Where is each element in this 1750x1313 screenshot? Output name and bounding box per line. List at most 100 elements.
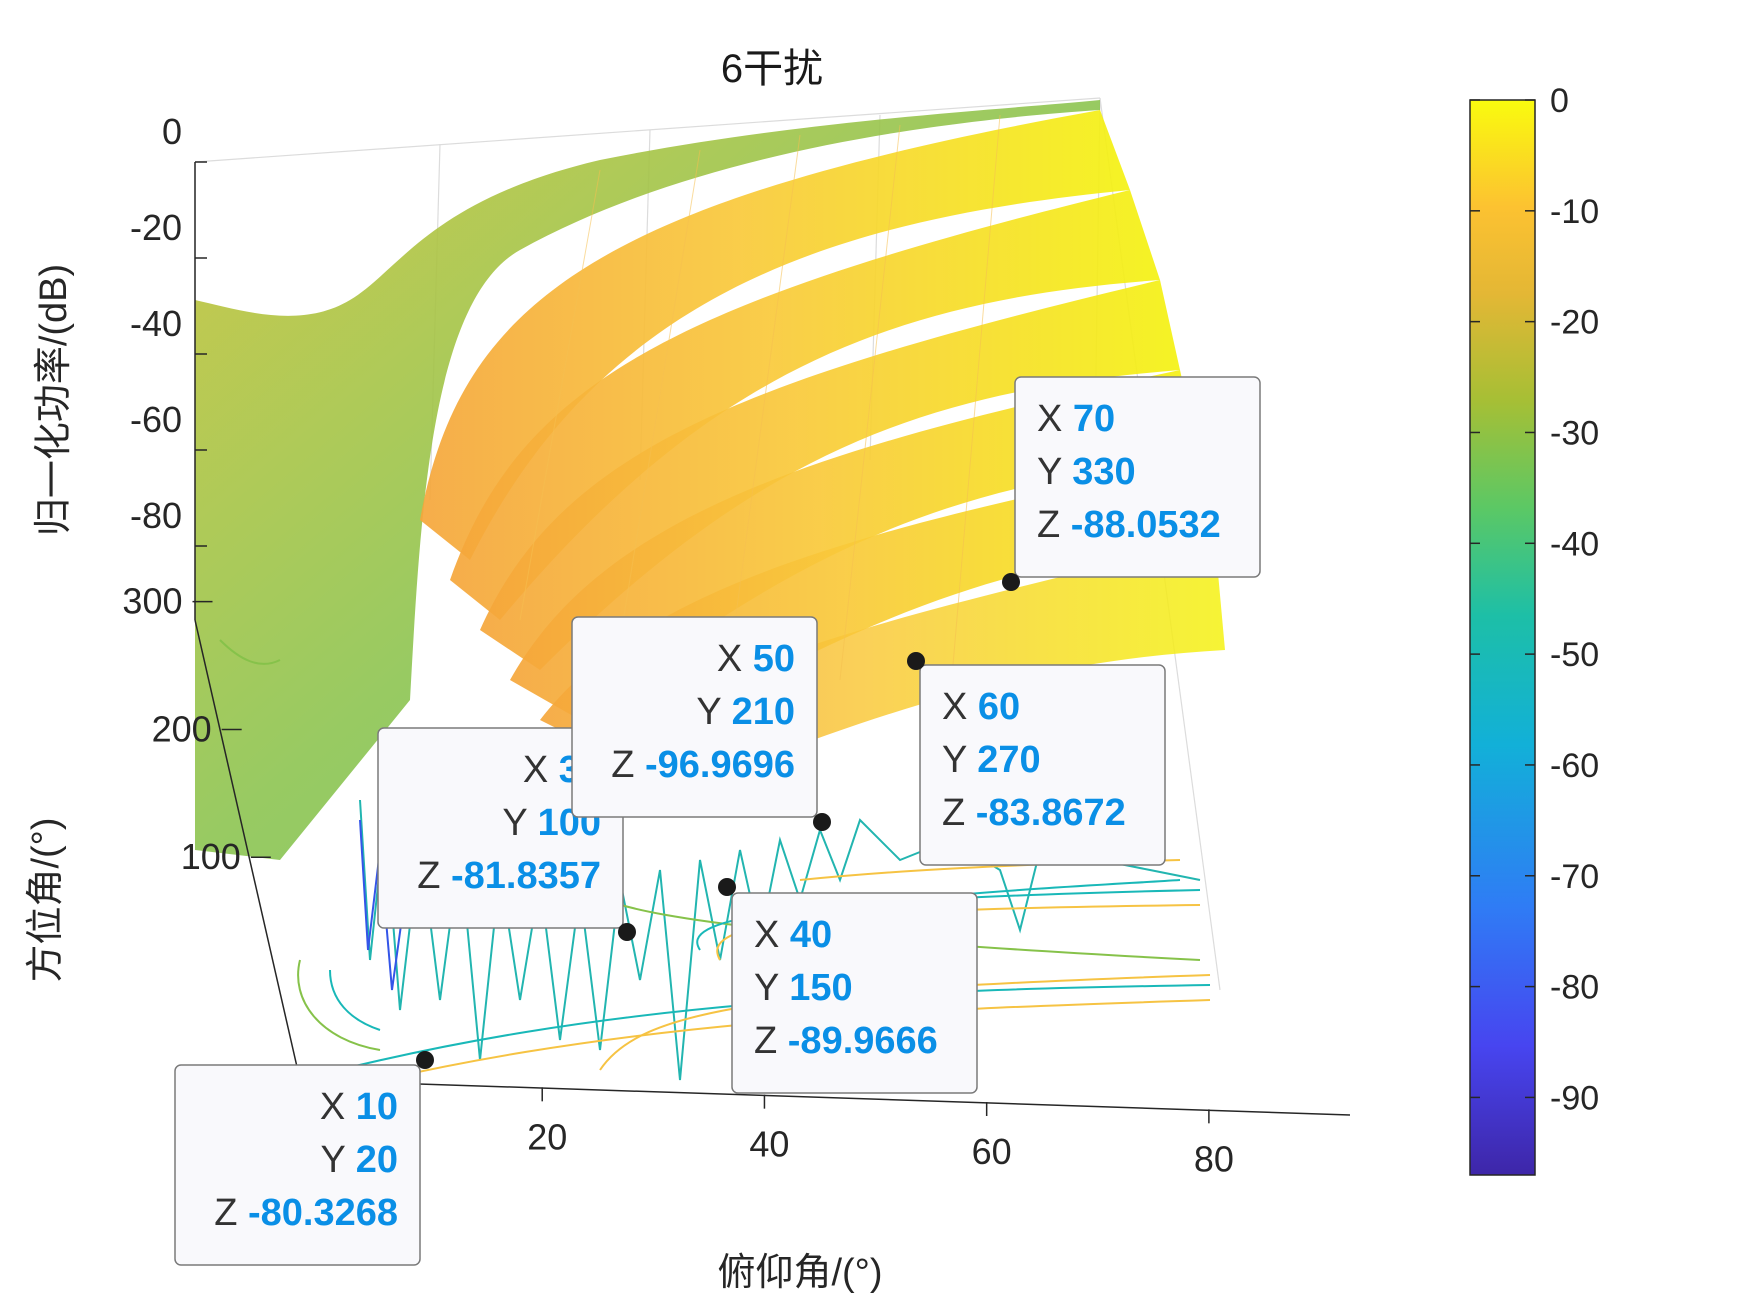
datatip-value: 150 xyxy=(789,967,852,1009)
x-axis-line xyxy=(299,1079,1351,1116)
left-wall xyxy=(195,100,1100,860)
datatip-value: 210 xyxy=(732,691,795,733)
datatip-box xyxy=(731,892,978,1094)
x-tick-label: 20 xyxy=(527,1116,567,1157)
y-axis-ticks: 100 200 300 xyxy=(122,581,271,877)
colorbar-tick-label: -40 xyxy=(1550,525,1599,563)
datatip-row: Y 100 xyxy=(502,802,601,844)
datatip-marker[interactable] xyxy=(718,878,736,896)
z-axis-label: 归一化功率/(dB) xyxy=(33,264,75,536)
datatip-value: 50 xyxy=(753,638,795,680)
datatip-key: Z xyxy=(417,855,451,897)
z-tick-label: -20 xyxy=(130,207,182,248)
colorbar-tick-label: -60 xyxy=(1550,747,1599,785)
datatip-key: X xyxy=(717,638,753,680)
contour-line xyxy=(297,959,381,1051)
colorbar-ticks: 0 -10 -20 -30 -40 -50 -60 -70 -80 -90 xyxy=(1470,82,1599,1117)
datatip-marker[interactable] xyxy=(618,923,636,941)
datatip-row: Z -81.8357 xyxy=(417,855,601,897)
colorbar-tick-label: -10 xyxy=(1550,193,1599,231)
datatip-value: -81.8357 xyxy=(451,855,601,897)
datatip-key: Y xyxy=(1037,451,1072,493)
datatip-value: 70 xyxy=(1073,398,1115,440)
datatip-row: X 10 xyxy=(320,1086,398,1128)
datatip[interactable]: X 10Y 20Z -80.3268 xyxy=(174,1051,434,1266)
datatip-marker[interactable] xyxy=(907,652,925,670)
colorbar-gradient xyxy=(1469,99,1536,1176)
datatip-key: X xyxy=(1037,398,1073,440)
datatip-row: Y 270 xyxy=(942,739,1041,781)
datatip-value: -88.0532 xyxy=(1071,504,1221,546)
z-tick-label: -60 xyxy=(130,399,182,440)
datatip-row: Z -96.9696 xyxy=(611,744,795,786)
datatip[interactable]: X 70 Y 330 Z -88.0532 xyxy=(1002,376,1261,591)
datatip-key: Y xyxy=(754,967,789,1009)
colorbar-tick-label: -90 xyxy=(1550,1079,1599,1117)
datatip-box xyxy=(174,1064,421,1266)
datatip-row: Z -89.9666 xyxy=(754,1020,938,1062)
colorbar-tick-label: 0 xyxy=(1550,82,1569,120)
datatip-key: Y xyxy=(502,802,537,844)
datatip-key: Y xyxy=(942,739,977,781)
datatip[interactable]: X 50 Y 210 Z -96.9696 xyxy=(571,616,831,831)
datatip-value: -83.8672 xyxy=(976,792,1126,834)
datatip-value: -80.3268 xyxy=(248,1192,398,1234)
x-axis-label: 俯仰角/(°) xyxy=(717,1252,882,1294)
datatip-value: 20 xyxy=(356,1139,398,1181)
contour-line xyxy=(329,969,381,1031)
datatip-box xyxy=(1014,376,1261,578)
datatip-key: Z xyxy=(754,1020,788,1062)
datatip-row: Z -88.0532 xyxy=(1037,504,1221,546)
colorbar-tick-label: -30 xyxy=(1550,414,1599,452)
z-tick-label: -40 xyxy=(130,303,182,344)
datatip-key: Z xyxy=(611,744,645,786)
y-tick-label: 300 xyxy=(122,581,182,622)
datatip-box xyxy=(919,664,1166,866)
y-axis-label: 方位角/(°) xyxy=(25,817,67,982)
z-tick-label: -80 xyxy=(130,495,182,536)
x-tick-label: 60 xyxy=(972,1131,1012,1172)
datatip-marker[interactable] xyxy=(416,1051,434,1069)
x-tick-label: 40 xyxy=(749,1124,789,1165)
surface-mesh xyxy=(195,100,1225,1081)
x-tick-label: 80 xyxy=(1194,1138,1234,1179)
colorbar: 0 -10 -20 -30 -40 -50 -60 -70 -80 -90 xyxy=(1469,82,1599,1176)
datatip-key: X xyxy=(754,914,790,956)
datatip-key: Z xyxy=(1037,504,1071,546)
datatip-row: X 50 xyxy=(717,638,795,680)
datatip-key: Z xyxy=(942,792,976,834)
datatip-row: Y 150 xyxy=(754,967,853,1009)
datatip-key: X xyxy=(320,1086,356,1128)
datatip-value: -89.9666 xyxy=(788,1020,938,1062)
ridge-3 xyxy=(480,280,1180,670)
datatip-row: X 60 xyxy=(942,686,1020,728)
datatip-value: 40 xyxy=(790,914,832,956)
datatip-row: Y 330 xyxy=(1037,451,1136,493)
datatip-key: Z xyxy=(214,1192,248,1234)
mesh-lines xyxy=(519,114,1001,701)
colorbar-tick-label: -70 xyxy=(1550,858,1599,896)
contour-line xyxy=(219,639,281,665)
ridge-2 xyxy=(450,190,1160,620)
datatip-key: X xyxy=(942,686,978,728)
chart-title: 6干扰 xyxy=(721,47,823,91)
datatip-box xyxy=(571,616,818,818)
colorbar-tick-label: -80 xyxy=(1550,969,1599,1007)
z-axis-ticks: 0 -20 -40 -60 -80 xyxy=(130,111,207,547)
axis-lines xyxy=(194,162,1351,1116)
datatip-key: Y xyxy=(696,691,731,733)
datatip-marker[interactable] xyxy=(813,813,831,831)
datatip-row: Z -80.3268 xyxy=(214,1192,398,1234)
datatip-value: 270 xyxy=(977,739,1040,781)
datatip-row: Y 20 xyxy=(321,1139,399,1181)
y-axis-line xyxy=(194,619,301,1081)
datatip-value: 10 xyxy=(356,1086,398,1128)
colorbar-tick-label: -20 xyxy=(1550,304,1599,342)
datatip-key: Y xyxy=(321,1139,356,1181)
datatip-marker[interactable] xyxy=(1002,573,1020,591)
datatip-key: X xyxy=(523,749,559,791)
